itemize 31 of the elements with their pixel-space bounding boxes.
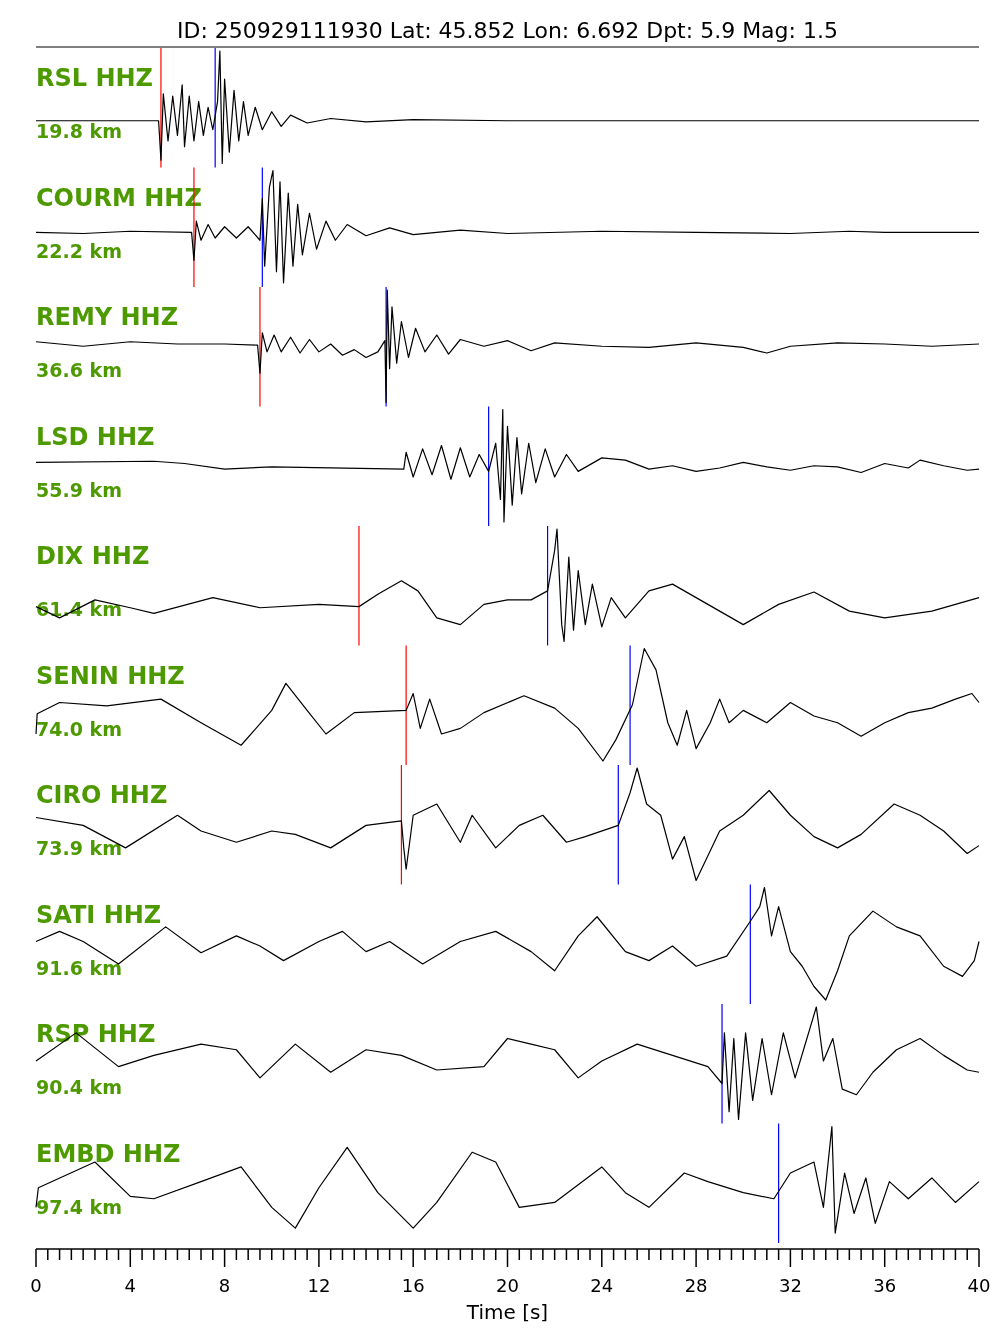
x-tick-label: 8 (218, 1275, 231, 1296)
annotation: 19.8 km (36, 120, 122, 142)
x-tick-label: 24 (590, 1275, 614, 1296)
x-tick-label: 28 (684, 1275, 708, 1296)
series-label: RSP HHZ (36, 1020, 156, 1048)
series-label: LSD HHZ (36, 422, 155, 451)
x-tick-label: 16 (401, 1275, 425, 1296)
series-label: SATI HHZ (36, 900, 162, 929)
series-label: SENIN HHZ (36, 661, 185, 690)
annotation: 22.2 km (36, 239, 122, 262)
x-tick-label: 40 (967, 1275, 991, 1296)
series-label: CIRO HHZ (36, 781, 168, 809)
x-tick-label: 12 (307, 1275, 331, 1296)
series-label: RSL HHZ (36, 64, 153, 92)
x-axis-title: Time [s] (465, 1300, 549, 1324)
annotation: 55.9 km (36, 478, 122, 501)
annotation: 36.6 km (36, 359, 122, 381)
annotation: 97.4 km (36, 1195, 122, 1218)
series-label: REMY HHZ (36, 303, 179, 331)
x-tick-label: 36 (873, 1275, 897, 1296)
annotation: 91.6 km (36, 956, 122, 979)
x-tick-label: 0 (30, 1275, 42, 1296)
x-tick-label: 20 (496, 1275, 519, 1296)
series-label: EMBD HHZ (36, 1139, 181, 1168)
x-tick-label: 4 (124, 1275, 137, 1296)
annotation: 73.9 km (36, 837, 122, 859)
annotation: 90.4 km (36, 1076, 122, 1098)
series-label: DIX HHZ (36, 542, 150, 570)
chart-title: ID: 250929111930 Lat: 45.852 Lon: 6.692 Dpt: 5.9 Mag: 1.5 (177, 18, 838, 43)
annotation: 74.0 km (36, 717, 122, 740)
x-tick-label: 32 (778, 1275, 802, 1296)
